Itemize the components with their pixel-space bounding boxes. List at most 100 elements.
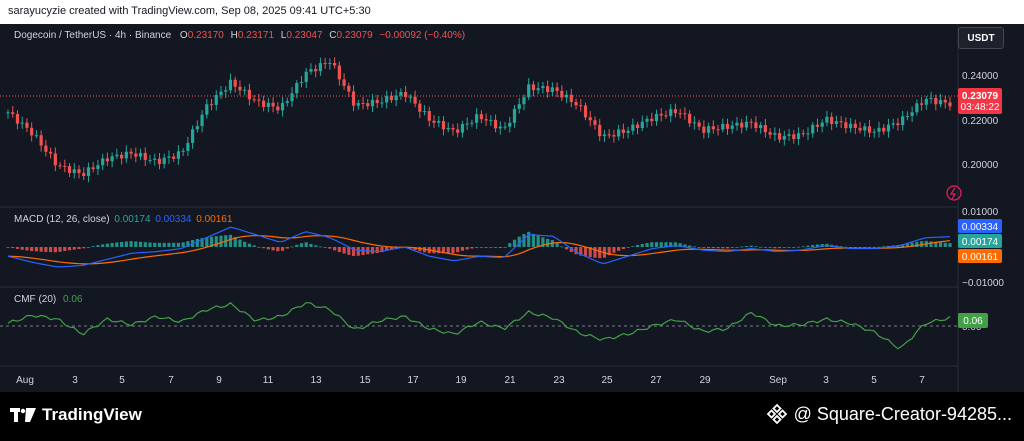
time-axis-label: 23 xyxy=(553,375,565,386)
macd-histogram-bar xyxy=(238,239,242,247)
time-axis-label: Aug xyxy=(16,375,34,386)
macd-histogram-bar xyxy=(617,247,621,251)
close-label: C xyxy=(329,30,337,41)
candle xyxy=(948,96,952,111)
alert-clock-icon[interactable] xyxy=(946,185,962,201)
macd-histogram-bar xyxy=(536,235,540,247)
macd-histogram-bar xyxy=(683,244,687,247)
candle xyxy=(460,120,465,138)
candle xyxy=(67,163,72,177)
macd-histogram-bar xyxy=(271,247,275,251)
price-tick-2: 0.20000 xyxy=(962,160,999,171)
candle xyxy=(318,57,323,76)
macd-histogram-bar xyxy=(527,231,531,247)
symbol-name: Dogecoin / TetherUS · 4h · Binance xyxy=(14,30,172,41)
macd-histogram-bar xyxy=(820,244,824,247)
price-tick-0: 0.24000 xyxy=(962,71,999,82)
chart-canvas[interactable]: 0.24000 0.22000 0.20000 0.01000 −0.01000… xyxy=(0,24,1024,392)
candle xyxy=(20,116,24,129)
currency-button[interactable]: USDT xyxy=(958,27,1004,49)
candle xyxy=(796,127,801,146)
candle xyxy=(157,152,162,170)
macd-histogram-bar xyxy=(370,247,375,254)
candle xyxy=(531,80,536,97)
price-tick-1: 0.22000 xyxy=(962,116,999,127)
candle xyxy=(361,96,365,110)
candle xyxy=(484,113,488,126)
macd-histogram-bar xyxy=(730,247,734,248)
macd-histogram-bar xyxy=(389,247,394,250)
macd-histogram-bar xyxy=(82,247,86,249)
candle xyxy=(801,129,805,137)
candle xyxy=(285,97,289,107)
macd-histogram-bar xyxy=(418,247,422,252)
candle xyxy=(238,80,242,96)
candle xyxy=(688,110,692,127)
candle xyxy=(934,94,938,111)
candle xyxy=(626,126,630,139)
candle xyxy=(224,86,228,98)
macd-histogram-bar xyxy=(815,244,820,247)
macd-signal-line xyxy=(7,235,951,265)
macd-histogram-bar xyxy=(678,243,682,247)
macd-histogram-bar xyxy=(209,236,214,247)
macd-histogram-bar xyxy=(512,239,517,247)
candle xyxy=(91,162,95,173)
macd-histogram-bar xyxy=(266,247,270,250)
macd-histogram-bar xyxy=(777,247,782,249)
cmf-badge-value: 0.06 xyxy=(963,316,983,327)
macd-histogram-bar xyxy=(77,247,81,250)
macd-histogram-bar xyxy=(148,242,152,247)
candle xyxy=(209,98,214,111)
candle xyxy=(711,120,715,134)
candle xyxy=(891,118,895,129)
cmf-badge-bg xyxy=(958,313,988,328)
candles xyxy=(6,57,952,183)
macd-histogram-bar xyxy=(801,246,805,248)
macd-histogram-bar xyxy=(721,247,725,249)
candle xyxy=(886,118,891,138)
candle xyxy=(702,120,706,139)
macd-histogram-bar xyxy=(503,247,507,248)
macd-histogram-bar xyxy=(669,242,673,247)
candle xyxy=(276,102,280,114)
candle xyxy=(820,119,824,133)
macd-histogram-bar xyxy=(773,247,777,249)
macd-histogram-bar xyxy=(205,237,209,247)
time-axis-label: 13 xyxy=(310,375,322,386)
macd-histogram-bar xyxy=(314,245,318,247)
candle xyxy=(550,82,554,96)
candle xyxy=(309,63,313,75)
candle xyxy=(848,118,853,133)
macd-histogram-bar xyxy=(593,247,597,258)
macd-histogram-bar xyxy=(385,247,389,251)
macd-histogram-bar xyxy=(63,247,67,252)
macd-histogram-bar xyxy=(493,247,498,248)
time-axis-label: 11 xyxy=(263,375,274,386)
macd-histogram-bar xyxy=(437,247,441,254)
macd-histogram-bar xyxy=(531,233,536,247)
candle xyxy=(399,88,403,100)
macd-histogram-bar xyxy=(91,246,95,247)
macd-histogram-bar xyxy=(626,247,630,248)
macd-histogram-bar xyxy=(882,246,886,248)
macd-histogram-bar xyxy=(763,247,767,248)
candle xyxy=(692,116,696,130)
candle xyxy=(25,118,29,133)
macd-histogram-bar xyxy=(659,242,663,247)
macd-histogram-bar xyxy=(498,247,502,248)
macd-histogram-bar xyxy=(72,247,76,250)
candle xyxy=(546,80,550,98)
candle xyxy=(654,109,659,126)
candle xyxy=(63,159,67,173)
candle xyxy=(214,90,218,111)
candle xyxy=(858,121,862,134)
macd-histogram-bar xyxy=(934,241,938,247)
candle xyxy=(314,64,318,78)
candle xyxy=(555,82,559,98)
candle xyxy=(252,95,256,103)
macd-histogram-bar xyxy=(479,247,483,248)
chart-area[interactable]: 0.24000 0.22000 0.20000 0.01000 −0.01000… xyxy=(0,24,1024,392)
candle xyxy=(49,147,53,159)
candle xyxy=(328,58,332,70)
